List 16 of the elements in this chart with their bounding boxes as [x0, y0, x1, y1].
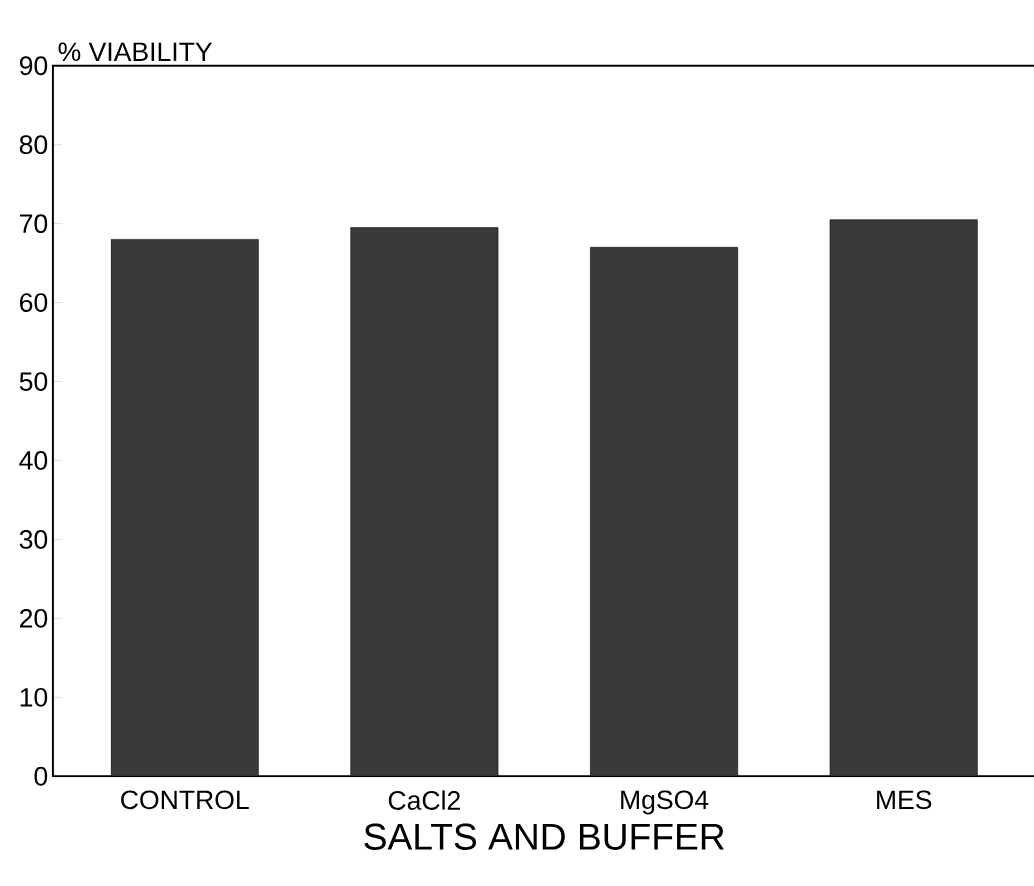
x-tick-label: CaCl2: [388, 790, 460, 810]
y-tick-label: 30: [19, 530, 48, 549]
y-tick-label: 20: [20, 609, 48, 628]
x-axis-title: SALTS AND BUFFER: [364, 823, 724, 850]
x-tick-label: MgSO4: [621, 790, 709, 815]
y-tick-label: 60: [20, 293, 48, 313]
y-axis-title: % VIABILITY: [58, 42, 213, 62]
y-tick-label: 70: [20, 214, 48, 234]
y-tick-label: 40: [19, 451, 48, 470]
x-tick-label: CONTROL: [121, 790, 249, 810]
y-tick-label: 50: [19, 372, 48, 391]
y-tick-label: 90: [19, 56, 48, 76]
y-tick-label: 80: [19, 135, 48, 155]
x-tick-label: MES: [877, 790, 932, 810]
y-tick-label: 0: [34, 766, 48, 786]
y-tick-label: 10: [20, 687, 48, 707]
